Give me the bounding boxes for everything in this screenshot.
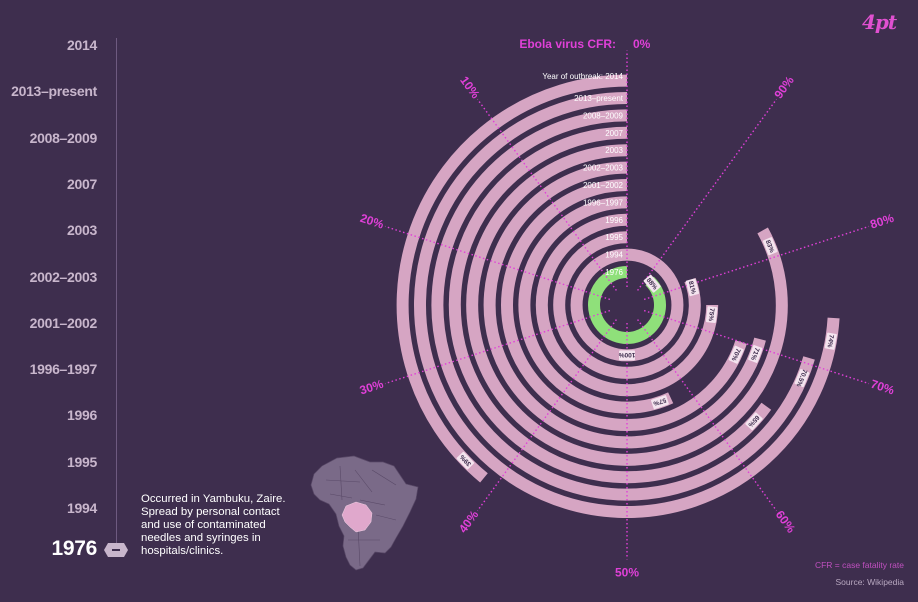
ring-2013-present [414,92,840,518]
value-tag-1976 [643,274,661,293]
value-tag-2001-2002 [728,345,744,364]
value-tag-2002-2003 [748,345,763,363]
value-label-1995: 81% [687,280,697,295]
ring-year-label-1994: 1994 [605,251,623,260]
ring-year-label-1996-1997: 1996–1997 [583,198,624,207]
ring-year-label-2013-present: 2013–present [574,94,624,103]
ring-2002-2003 [483,161,766,449]
tick-label-30: 30% [358,377,385,398]
value-tag-2003 [762,237,778,256]
tick-label-10: 10% [457,74,483,102]
guide-30 [384,309,611,385]
zaire-highlight [341,501,373,533]
tick-label-60: 60% [773,508,799,536]
value-label-2002-2003: 71% [749,346,760,361]
source-credit: Source: Wikipedia [835,577,904,587]
africa-map [310,455,419,571]
ring-year-header: Year of outbreak: 2014 [542,72,623,81]
value-label-2013-present: 74% [825,334,834,348]
value-label-2003: 83% [764,239,776,254]
guide-70 [643,309,870,385]
ring-year-label-2001-2002: 2001–2002 [583,181,624,190]
timeline-year-1995[interactable]: 1995 [67,453,97,470]
value-tag-2007 [745,412,763,431]
ring-year-label-2002-2003: 2002–2003 [583,164,624,173]
timeline-axis [116,38,117,550]
ring-2003 [466,144,788,466]
chart-title: Ebola virus CFR: [519,37,616,51]
value-label-1994: 100% [618,351,635,358]
ring-1996 [535,213,719,397]
timeline-year-2013-present[interactable]: 2013–present [11,83,97,100]
guide-40 [476,319,617,512]
value-tag-1996 [705,306,718,324]
guide-20 [384,225,611,301]
guide-80 [643,225,870,301]
timeline-year-2002-2003[interactable]: 2002–2003 [29,268,98,285]
guide-10 [476,98,617,291]
value-label-2001-2002: 70% [730,347,742,362]
timeline-year-2007[interactable]: 2007 [67,175,97,192]
timeline-year-2003[interactable]: 2003 [67,222,97,239]
africa-borders [325,465,397,567]
value-tag-2014 [456,451,475,470]
timeline-year-1976[interactable]: 1976 [51,537,97,560]
timeline-year-1996[interactable]: 1996 [67,407,97,424]
tick-label-40: 40% [456,508,482,536]
value-label-1996-1997: 57% [652,396,667,407]
ring-year-label-1996: 1996 [605,216,623,225]
tick-label-70: 70% [869,377,896,398]
ring-1976 [588,266,666,344]
timeline-year-2014[interactable]: 2014 [67,37,97,53]
guide-90 [637,98,778,291]
value-tag-1994 [619,350,635,361]
ring-year-label-1995: 1995 [605,233,623,242]
timeline-year-2008-2009[interactable]: 2008–2009 [29,129,98,146]
ring-year-label-1976: 1976 [605,268,623,277]
tick-label-90: 90% [771,73,797,101]
tick-label-0: 0% [633,37,651,51]
ring-year-label-2003: 2003 [605,146,623,155]
outbreak-description: Occurred in Yambuku, Zaire. Spread by pe… [141,493,286,557]
tick-label-20: 20% [358,211,385,232]
timeline-year-2001-2002[interactable]: 2001–2002 [29,314,98,331]
tick-label-80: 80% [868,211,895,232]
selected-year-marker [104,543,128,557]
ring-1995 [553,231,701,379]
value-tag-1996-1997 [651,395,669,410]
ring-2014 [396,74,628,483]
ring-2008-2009 [431,109,815,501]
ring-year-label-2008-2009: 2008–2009 [583,111,624,120]
value-tag-1995 [685,278,700,297]
cfr-footnote: CFR = case fatality rate [814,560,904,570]
brand-logo: 4pt [862,10,897,34]
ring-1996-1997 [518,196,674,414]
tick-label-50: 50% [615,566,639,580]
ring-2007 [448,126,772,484]
ring-2001-2002 [501,179,747,431]
guide-60 [637,319,778,512]
value-tag-2013-present [824,332,837,350]
value-label-1996: 75% [707,308,715,322]
year-timeline: 2014 2013–present 2008–2009 2007 2003 2002–20… [0,0,140,602]
timeline-year-1994[interactable]: 1994 [67,500,97,516]
value-tag-2008-2009 [794,369,810,388]
timeline-year-1996-1997[interactable]: 1996–1997 [29,361,98,378]
ring-year-label-2007: 2007 [605,129,623,138]
